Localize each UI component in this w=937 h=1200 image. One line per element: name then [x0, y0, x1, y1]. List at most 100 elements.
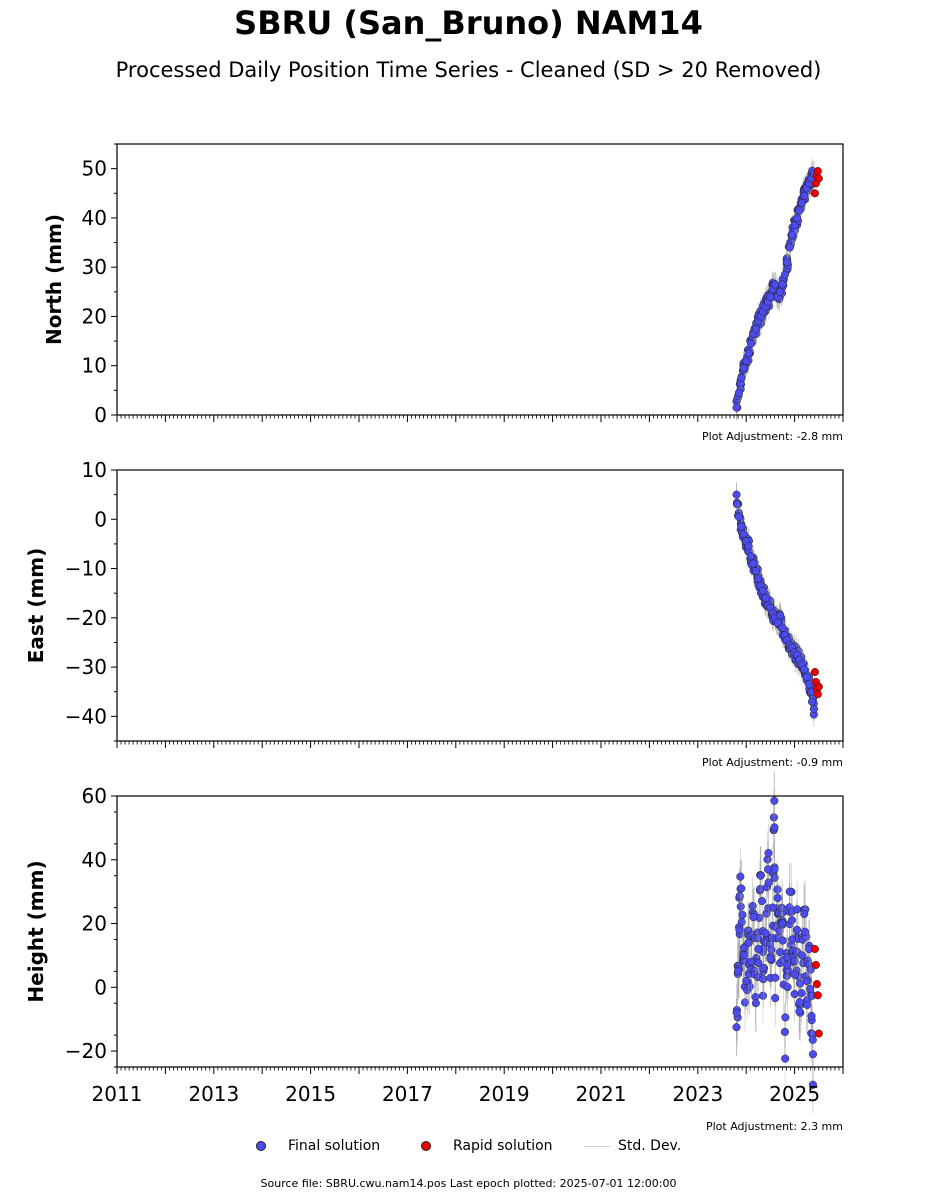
final-solution-point [800, 665, 809, 674]
final-solution-point [751, 999, 760, 1008]
plot-adjustment-note: Plot Adjustment: -0.9 mm [702, 756, 843, 769]
rapid-solution-point [814, 682, 823, 691]
y-tick-label: 40 [82, 206, 107, 230]
final-solution-point [792, 925, 802, 934]
final-solution-point [737, 884, 746, 893]
final-solution-point [783, 258, 792, 267]
legend: Final solution Rapid solution Std. Dev. [0, 1138, 937, 1158]
x-tick-label: 2013 [188, 1082, 239, 1106]
final-solution-point [788, 935, 797, 944]
legend-final-label: Final solution [288, 1138, 381, 1154]
final-solution-point [806, 965, 815, 974]
final-solution-point [739, 951, 748, 960]
y-tick-label: −20 [65, 1039, 107, 1063]
chart-title: SBRU (San_Bruno) NAM14 [234, 4, 703, 42]
x-tick-label: 2025 [769, 1082, 820, 1106]
final-solution-point [737, 373, 746, 383]
final-solution-point [744, 938, 753, 947]
final-solution-point [746, 339, 756, 348]
y-tick-label: 0 [94, 975, 107, 999]
final-solution-point [800, 191, 809, 200]
final-solution-marker-icon [256, 1141, 266, 1151]
final-solution-point [737, 522, 746, 531]
final-solution-point [761, 929, 770, 938]
final-solution-point [793, 905, 802, 914]
panel-1: 0 10 20 30 40 50 North (mm) Plot Adjustment: -2… [42, 143, 844, 443]
final-solution-point [795, 1007, 804, 1016]
rapid-solution-point [812, 980, 821, 989]
point-cloud [732, 490, 818, 727]
final-solution-point [781, 1013, 790, 1022]
legend-item-final: Final solution [256, 1138, 380, 1154]
rapid-solution-point [810, 944, 819, 954]
final-solution-point [733, 967, 743, 976]
y-tick-label: 40 [82, 848, 107, 872]
y-tick-label: −30 [65, 655, 107, 679]
source-footer: Source file: SBRU.cwu.nam14.pos Last epo… [260, 1177, 677, 1190]
final-solution-point [807, 1011, 816, 1021]
final-solution-point [776, 287, 785, 296]
final-solution-point [758, 991, 768, 1000]
final-solution-point [773, 893, 782, 903]
final-solution-point [749, 913, 758, 922]
final-solution-point [763, 865, 773, 874]
final-solution-point [736, 872, 745, 881]
final-solution-point [790, 990, 799, 999]
x-tick-label: 2011 [92, 1082, 143, 1106]
y-tick-label: −40 [65, 704, 107, 728]
final-solution-point [771, 280, 780, 289]
final-solution-point [742, 356, 751, 365]
y-axis-label: North (mm) [42, 214, 66, 345]
plot-adjustment-note: Plot Adjustment: -2.8 mm [702, 430, 843, 443]
legend-item-rapid: Rapid solution [421, 1138, 553, 1154]
legend-item-std: Std. Dev. [584, 1138, 681, 1154]
final-solution-point [751, 566, 760, 576]
y-tick-label: 60 [82, 784, 107, 808]
rapid-solution-point [813, 690, 822, 699]
final-solution-point [792, 213, 802, 222]
final-solution-point [759, 964, 768, 973]
x-tick-label: 2015 [285, 1082, 336, 1106]
panel-2: −40 −30 −20 −10 0 10 East (mm) Plot Adjustment:… [24, 458, 844, 769]
final-solution-point [776, 611, 785, 620]
point-cloud [732, 788, 817, 1114]
final-solution-point [797, 989, 806, 998]
final-solution-point [739, 364, 748, 373]
final-solution-point [744, 349, 753, 358]
final-solution-point [770, 823, 779, 832]
rapid-solution-point [813, 167, 822, 176]
final-solution-point [746, 957, 756, 966]
y-tick-label: 0 [94, 507, 107, 531]
final-solution-point [766, 954, 775, 963]
final-solution-point [759, 975, 768, 984]
final-solution-point [771, 994, 780, 1003]
plot-frame [116, 469, 844, 742]
final-solution-point [797, 951, 806, 960]
final-solution-point [805, 680, 814, 689]
std-dev-bars [736, 482, 815, 722]
final-solution-point [790, 221, 799, 230]
final-solution-point [766, 292, 775, 301]
final-solution-point [778, 919, 787, 928]
y-tick-label: −10 [65, 557, 107, 581]
final-solution-point [785, 887, 794, 896]
final-solution-point [756, 871, 765, 880]
final-solution-point [780, 1027, 789, 1036]
rapid-solution-point [810, 667, 819, 677]
final-solution-point [802, 672, 811, 681]
final-solution-point [751, 324, 760, 333]
rapid-solution-point [814, 174, 823, 183]
final-solution-point [787, 916, 797, 925]
rapid-solution-marker-icon [421, 1141, 431, 1151]
final-solution-point [754, 944, 763, 954]
final-solution-point [756, 885, 765, 894]
rapid-solution-point [813, 991, 822, 1000]
final-solution-point [797, 199, 806, 208]
final-solution-point [785, 243, 794, 252]
y-tick-label: 10 [82, 458, 107, 482]
y-tick-label: 30 [82, 255, 107, 279]
final-solution-point [742, 976, 751, 985]
final-solution-point [778, 623, 787, 632]
final-solution-point [734, 388, 743, 397]
chart-subtitle: Processed Daily Position Time Series - C… [115, 58, 822, 82]
